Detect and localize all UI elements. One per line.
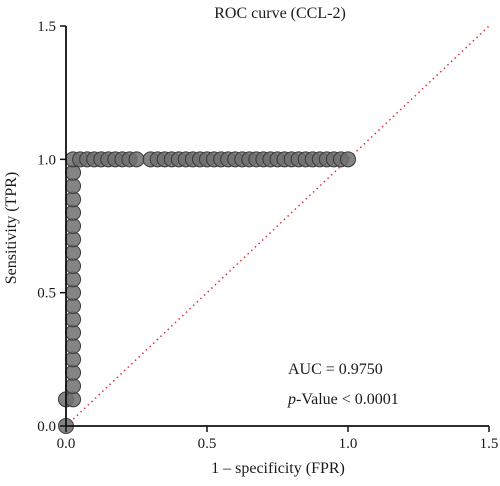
roc-point (65, 178, 82, 194)
roc-point (65, 204, 82, 221)
roc-point (65, 311, 82, 328)
roc-point (340, 151, 356, 168)
roc-point (65, 164, 82, 181)
p-value-rest: -Value < 0.0001 (296, 391, 399, 408)
roc-point (65, 351, 82, 368)
roc-point (65, 271, 82, 288)
auc-annotation: AUC = 0.9750 (288, 361, 383, 378)
roc-point (65, 258, 82, 274)
roc-point (128, 151, 145, 168)
x-tick-label: 0.0 (57, 436, 76, 452)
roc-point (65, 324, 82, 341)
x-tick-label: 0.5 (198, 436, 217, 452)
p-italic: p (287, 391, 296, 408)
chart-title: ROC curve (CCL-2) (214, 5, 346, 22)
y-tick-label: 0.0 (37, 419, 56, 435)
y-tick-label: 1.5 (37, 19, 56, 35)
reference-diagonal-line (65, 25, 490, 427)
x-tick-label: 1.0 (339, 436, 358, 452)
x-axis-title: 1 – specificity (FPR) (211, 460, 345, 477)
roc-point (65, 231, 82, 248)
roc-point (65, 218, 82, 234)
x-tick-label: 1.5 (480, 436, 499, 452)
roc-point (65, 338, 82, 354)
roc-point (65, 298, 82, 314)
p-value-annotation: p-Value < 0.0001 (287, 391, 399, 408)
y-tick-label: 0.5 (37, 286, 56, 302)
roc-point (65, 378, 82, 394)
y-axis-title: Sensitivity (TPR) (3, 172, 20, 284)
roc-point (65, 284, 82, 301)
roc-point (65, 391, 82, 408)
plot-area (58, 25, 490, 434)
roc-point (65, 244, 82, 261)
roc-point (65, 191, 82, 208)
axes: 0.0 0.5 1.0 1.5 0.0 0.5 1.0 1.5 (37, 19, 498, 452)
y-tick-label: 1.0 (37, 152, 56, 168)
roc-point (65, 364, 82, 381)
